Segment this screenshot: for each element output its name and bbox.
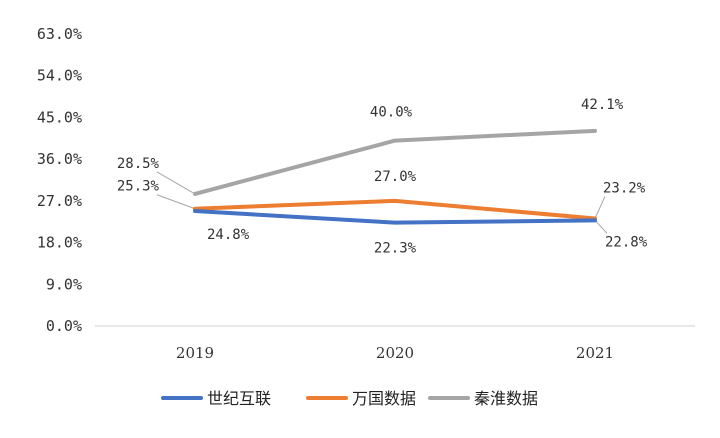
x-tick-label: 2020 [376,344,414,362]
y-tick-label: 27.0% [37,192,82,210]
label-leader-line [156,194,196,210]
data-label: 40.0% [370,105,413,121]
data-label: 42.1% [581,97,624,113]
series-lines [193,128,597,225]
y-tick-label: 63.0% [37,25,82,43]
y-tick-label: 45.0% [37,108,82,126]
data-label: 24.8% [207,227,250,243]
label-leader-line [594,219,608,234]
series-line [193,209,597,225]
y-tick-label: 9.0% [46,275,82,293]
legend-entry-label: 世纪互联 [207,389,271,408]
y-tick-label: 54.0% [37,67,82,85]
y-tick-label: 0.0% [46,317,82,335]
y-tick-label: 18.0% [37,234,82,252]
label-leader-line [594,196,606,219]
y-axis-ticks: 0.0% 9.0% 18.0% 27.0% 36.0% 45.0% 54.0% 63.0% [37,25,82,335]
data-label: 28.5% [117,156,160,172]
data-label: 27.0% [374,169,417,185]
legend-entry-label: 秦淮数据 [474,389,538,408]
label-leader-line [156,171,196,195]
series-line [193,128,597,196]
label-leader-lines [156,171,608,234]
data-label: 22.8% [605,234,648,250]
legend: 世纪互联 万国数据 秦淮数据 [161,389,538,408]
data-label: 22.3% [374,241,417,257]
data-label: 23.2% [603,180,646,196]
data-label: 25.3% [117,179,160,195]
y-tick-label: 36.0% [37,150,82,168]
x-axis-ticks: 2019 2020 2021 [176,344,614,362]
series-line [193,198,597,221]
legend-entry-label: 万国数据 [352,389,416,408]
x-tick-label: 2019 [176,344,214,362]
data-labels: 24.8% 22.3% 22.8% 25.3% 27.0% 23.2% 28.5% 40.0%… [117,97,648,257]
x-tick-label: 2021 [576,344,614,362]
